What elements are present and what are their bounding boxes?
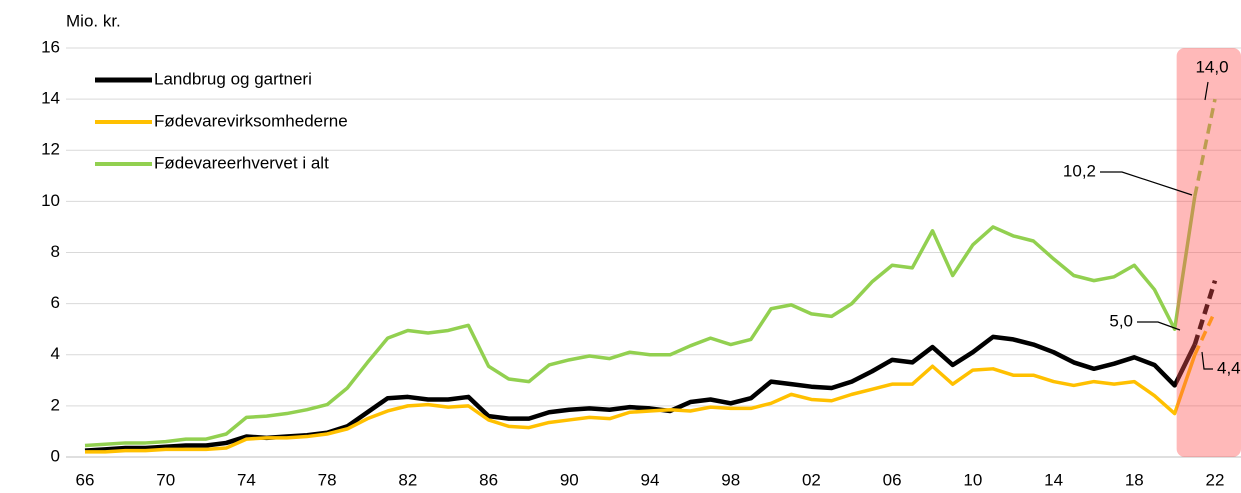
x-tick-label: 86 xyxy=(479,470,498,489)
annotation: 14,0 xyxy=(1195,57,1228,76)
projection-line xyxy=(1193,98,1217,197)
annotation: 5,0 xyxy=(1109,311,1133,330)
annotation: 4,4 xyxy=(1217,358,1241,377)
x-tick-label: 78 xyxy=(318,470,337,489)
series-line xyxy=(84,195,1197,448)
y-tick-label: 2 xyxy=(51,395,60,414)
x-tick-label: 70 xyxy=(156,470,175,489)
x-tick-label: 10 xyxy=(963,470,982,489)
y-tick-label: 0 xyxy=(51,446,60,465)
legend-label: Fødevareerhvervet i alt xyxy=(154,153,329,172)
legend-label: Fødevarevirksomhederne xyxy=(154,111,348,130)
y-tick-label: 8 xyxy=(51,242,60,261)
annotation-leader xyxy=(1137,321,1181,331)
y-tick-label: 12 xyxy=(41,140,60,159)
x-tick-label: 22 xyxy=(1206,470,1225,489)
annotation-leader xyxy=(1204,81,1209,101)
x-tick-label: 66 xyxy=(76,470,95,489)
y-tick-label: 10 xyxy=(41,191,60,210)
projection-line xyxy=(1192,279,1218,346)
y-tick-label: 16 xyxy=(41,37,60,56)
annotation-leader xyxy=(1100,171,1193,196)
x-tick-label: 98 xyxy=(721,470,740,489)
x-tick-label: 82 xyxy=(398,470,417,489)
x-tick-label: 94 xyxy=(641,470,660,489)
legend-label: Landbrug og gartneri xyxy=(154,69,312,88)
series-line xyxy=(85,354,1197,454)
x-tick-label: 74 xyxy=(237,470,256,489)
y-axis-title: Mio. kr. xyxy=(66,11,121,30)
annotation-leader xyxy=(1201,351,1213,370)
x-tick-label: 18 xyxy=(1125,470,1144,489)
projection-line xyxy=(1193,310,1217,356)
y-tick-label: 4 xyxy=(51,344,60,363)
x-tick-label: 14 xyxy=(1044,470,1063,489)
y-tick-label: 14 xyxy=(41,89,60,108)
y-tick-label: 6 xyxy=(51,293,60,312)
x-tick-label: 02 xyxy=(802,470,821,489)
projection-highlight xyxy=(1176,48,1241,457)
annotation: 10,2 xyxy=(1063,161,1096,180)
x-tick-label: 06 xyxy=(883,470,902,489)
x-tick-label: 90 xyxy=(560,470,579,489)
